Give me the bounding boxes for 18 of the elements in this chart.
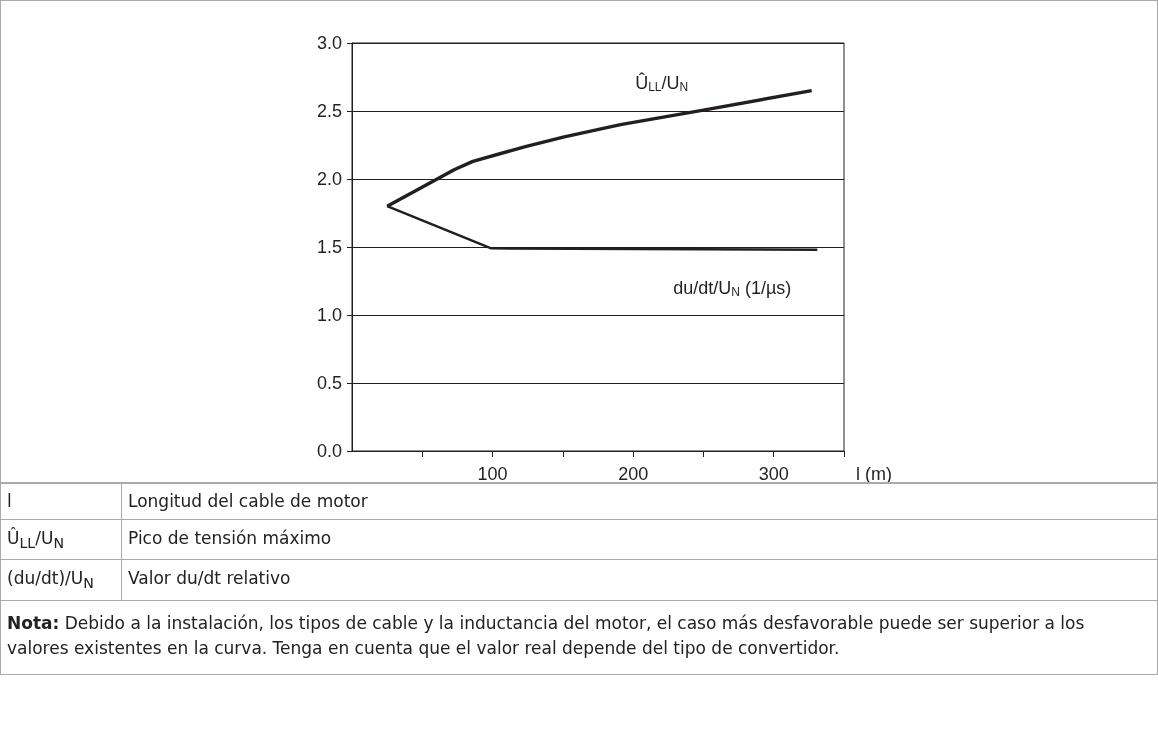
y-tick-label: 1.5 — [316, 237, 342, 257]
text: Û$_{LL}$/U$_{N}$ — [0, 519, 122, 560]
y-tick-label: 0.5 — [316, 373, 342, 393]
x-tick-label: 200 — [618, 464, 649, 484]
x-tick-label: 100 — [477, 464, 508, 484]
x-axis-title: l (m) — [856, 464, 892, 484]
text: Longitud del cable de motor — [121, 482, 1158, 520]
y-tick-label: 3.0 — [316, 33, 342, 53]
text: l — [0, 482, 122, 520]
text: Valor du/dt relativo — [121, 559, 1158, 601]
y-tick-label: 2.0 — [316, 169, 342, 189]
y-tick-label: 0.0 — [316, 441, 342, 461]
x-tick-label: 300 — [758, 464, 789, 484]
text: Pico de tensión máximo — [121, 519, 1158, 560]
text: Nota: Debido a la instalación, los tipos de cable y la inductancia del motor, el caso más desfavorable puede ser superior a los valores existentes en la curva. Tenga en cuenta que el valor real depende del tipo de convertidor. — [0, 600, 1158, 675]
y-tick-label: 2.5 — [316, 101, 342, 121]
y-tick-label: 1.0 — [316, 305, 342, 325]
text: (du/dt)/U$_{N}$ — [0, 559, 122, 601]
